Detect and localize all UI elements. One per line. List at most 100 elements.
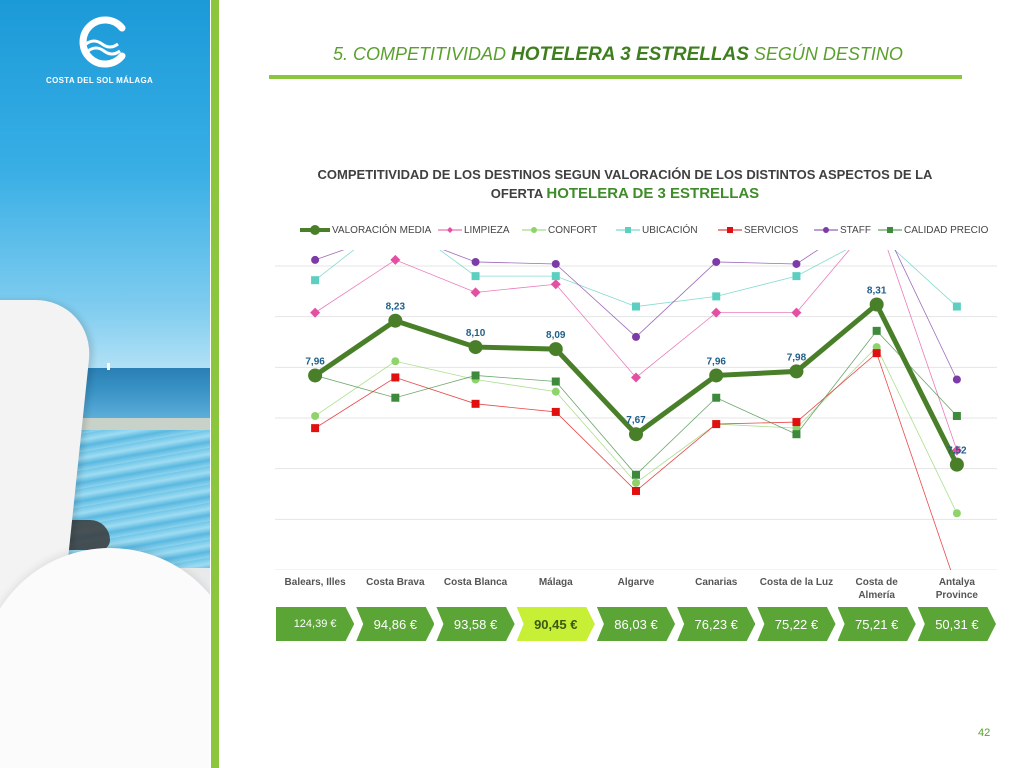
data-point [391,373,400,382]
data-point [311,255,320,264]
data-point [551,272,560,281]
data-point [308,368,323,383]
category-label: Costa de Almería [855,577,898,601]
page-title-bold: HOTELERA 3 ESTRELLAS [511,44,749,65]
data-point [632,302,640,311]
price-arrow: 86,03 € [596,607,676,641]
legend-item: UBICACIÓN [616,224,698,236]
data-point [792,259,801,268]
legend-label: SERVICIOS [744,224,799,236]
legend-label: STAFF [840,224,871,236]
title-underline [269,75,962,79]
data-point [311,424,320,433]
data-point [952,509,961,518]
data-point [629,427,643,442]
data-point [471,257,480,266]
category-label: Costa de la Luz [759,577,834,588]
series-line [315,330,958,476]
data-point [311,411,320,420]
data-point [711,307,722,318]
data-label: 7,52 [947,446,967,457]
data-point [872,349,881,358]
data-label: 8,10 [466,328,486,339]
series-staff [311,250,961,384]
hero-photo-panel: COSTA DEL SOL MÁLAGA [0,0,210,768]
data-point [550,279,561,290]
data-label: 7,98 [787,352,807,363]
data-point [951,445,962,456]
series-line [314,352,952,570]
legend-item: LIMPIEZA [438,224,510,236]
data-point [952,411,961,420]
data-point [952,375,961,384]
price-arrow: 90,45 € [516,607,595,641]
data-point [391,357,400,366]
data-point [872,326,881,335]
series-calidad-precio [311,326,961,479]
page-title-suffix: SEGÚN DESTINO [748,44,903,64]
data-point [712,257,721,266]
brand-logo-icon [79,16,126,68]
category-label: Algarve [617,577,655,588]
category-label: Málaga [538,577,573,588]
data-label: 8,09 [546,330,566,341]
line-chart: 7,96 8,23 8,10 8,09 7,67 7,96 7,98 8,31 7,52 [275,250,997,570]
chart-legend: VALORACIÓN MEDIA LIMPIEZA CONFORT UBICACIÓN… [300,224,990,240]
data-point [632,478,640,487]
data-label: 7,67 [626,415,646,426]
category-label: Costa Blanca [443,577,508,588]
page-number: 42 [978,727,991,739]
data-label: 7,96 [305,356,325,367]
data-point [471,399,480,408]
data-point [391,393,400,402]
price-arrow: 94,86 € [356,607,435,641]
data-point [470,287,481,298]
legend-swatch-icon [814,227,838,233]
chart-title-line1: COMPETITIVIDAD DE LOS DESTINOS SEGUN VAL… [317,167,933,182]
data-point [712,393,721,402]
chart-title-highlight: HOTELERA DE 3 ESTRELLAS [546,185,760,202]
legend-item: VALORACIÓN MEDIA [300,224,431,236]
legend-item: CONFORT [522,224,597,236]
price-arrow: 75,22 € [757,607,836,641]
data-point [792,424,801,433]
boat-shape [107,363,110,370]
data-point [792,272,801,281]
data-point [631,372,641,383]
legend-swatch-icon [616,227,640,233]
data-point [709,368,724,383]
price-arrow: 76,23 € [677,607,756,641]
data-point [311,276,320,285]
series-ubicaci-n [311,250,961,311]
legend-label: VALORACIÓN MEDIA [332,224,432,236]
data-point [632,332,640,341]
page-title-prefix: 5. COMPETITIVIDAD [333,44,512,64]
data-point [551,377,560,386]
data-point [949,457,964,472]
legend-label: LIMPIEZA [464,224,510,236]
price-arrow: 50,31 € [917,607,996,641]
legend-item: CALIDAD PRECIO [878,224,988,236]
data-point [872,343,881,352]
data-point [712,292,721,301]
data-point [789,364,804,379]
data-point [952,302,961,311]
accent-divider [211,0,219,768]
category-label: Canarias [695,577,738,588]
legend-item: SERVICIOS [718,224,798,236]
series-valoraci-n-media: 7,96 8,23 8,10 8,09 7,67 7,96 7,98 8,31 7,52 [305,286,967,472]
series-limpieza [310,250,962,456]
data-label: 7,96 [706,356,726,367]
legend-swatch-icon [878,227,902,233]
price-arrow: 124,39 € [276,607,355,641]
category-label: Balears, Illes [284,577,346,588]
legend-swatch-icon [300,225,330,235]
data-point [551,407,560,416]
legend-label: CALIDAD PRECIO [904,224,989,236]
data-point [791,307,802,318]
series-servicios [311,349,952,570]
data-label: 8,23 [386,302,406,313]
series-line [314,250,958,307]
data-point [390,254,401,265]
legend-label: UBICACIÓN [642,224,698,236]
